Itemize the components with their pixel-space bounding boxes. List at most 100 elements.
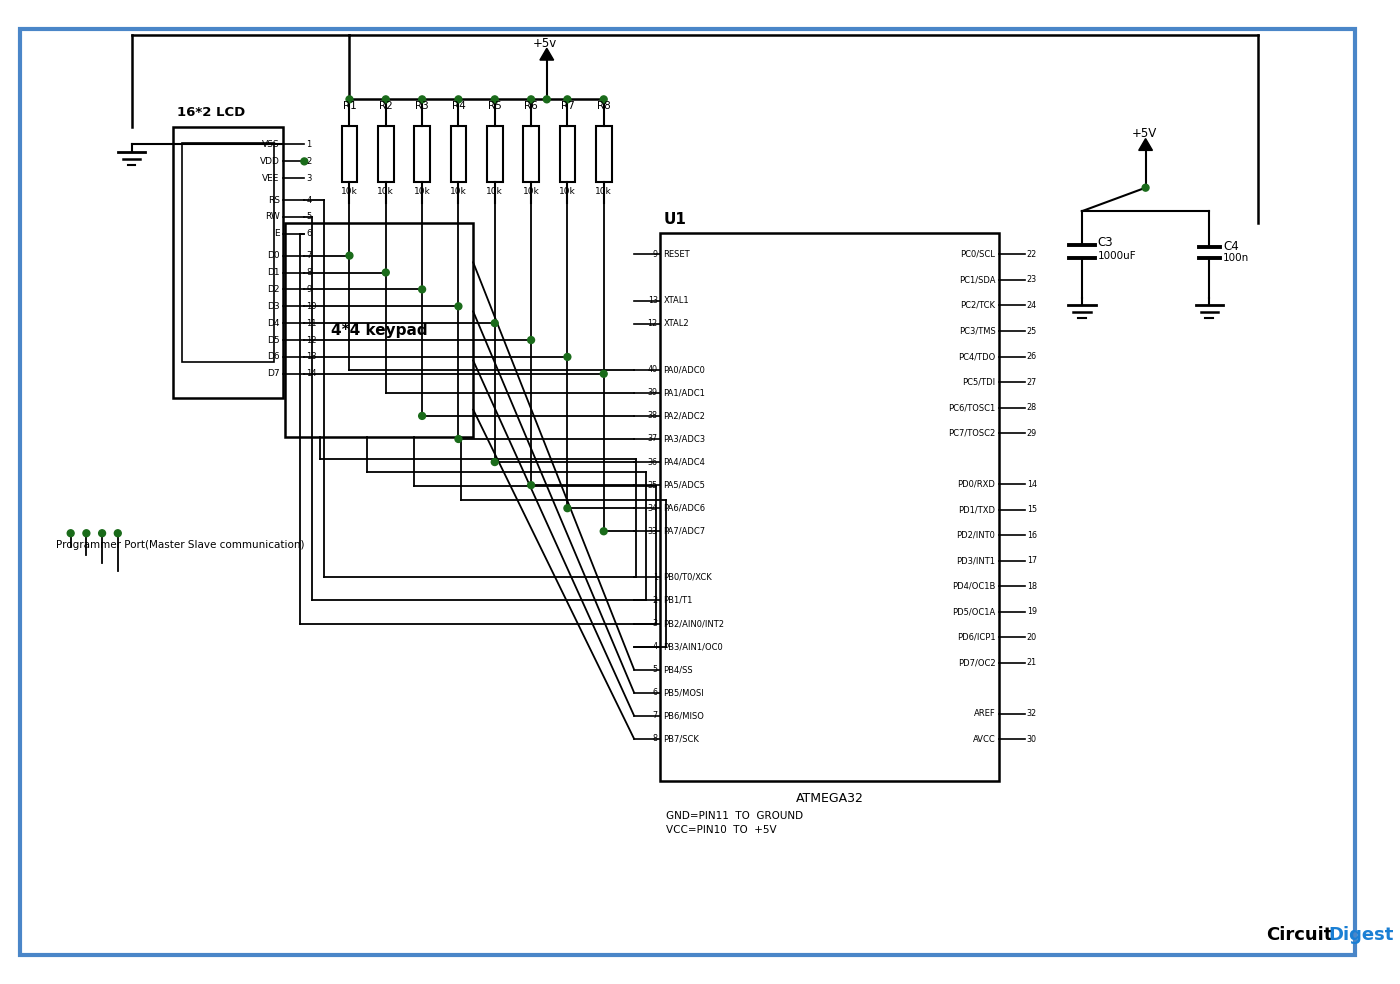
Circle shape: [528, 482, 535, 489]
Text: 10: 10: [307, 302, 316, 311]
Text: R3: R3: [416, 101, 428, 111]
Circle shape: [67, 529, 74, 536]
Circle shape: [382, 269, 389, 276]
Text: 5: 5: [307, 213, 312, 221]
Text: 9: 9: [652, 250, 658, 259]
Text: D6: D6: [267, 352, 280, 361]
Text: 1000uF: 1000uF: [1098, 251, 1137, 262]
Text: 37: 37: [648, 435, 658, 444]
Text: PB0/T0/XCK: PB0/T0/XCK: [664, 573, 713, 582]
Text: 39: 39: [648, 389, 658, 398]
Text: 21: 21: [1026, 658, 1037, 667]
Text: 10k: 10k: [486, 187, 503, 196]
Text: PB1/T1: PB1/T1: [664, 596, 693, 605]
Text: VSS: VSS: [262, 140, 280, 149]
Text: 1: 1: [652, 573, 658, 582]
Text: 10k: 10k: [522, 187, 539, 196]
Text: PC3/TMS: PC3/TMS: [959, 327, 995, 336]
Text: PD0/RXD: PD0/RXD: [958, 479, 995, 489]
Circle shape: [528, 95, 535, 102]
Text: 13: 13: [307, 352, 316, 361]
Polygon shape: [1138, 139, 1152, 151]
Circle shape: [601, 527, 608, 534]
Text: 20: 20: [1026, 633, 1037, 642]
Text: 33: 33: [648, 526, 658, 535]
Text: R4: R4: [452, 101, 465, 111]
Text: 26: 26: [1026, 352, 1037, 361]
Text: 10k: 10k: [559, 187, 575, 196]
Text: C4: C4: [1224, 240, 1239, 253]
Text: 32: 32: [1026, 709, 1037, 718]
Text: RW: RW: [265, 213, 280, 221]
Text: 34: 34: [648, 504, 658, 513]
Text: Circuit: Circuit: [1267, 926, 1333, 944]
Text: D1: D1: [267, 268, 280, 277]
Bar: [451, 126, 466, 182]
Text: D4: D4: [267, 319, 280, 328]
Text: R7: R7: [560, 101, 574, 111]
Polygon shape: [540, 48, 553, 60]
Text: 4: 4: [307, 196, 312, 205]
Text: 28: 28: [1026, 403, 1037, 412]
Bar: [487, 126, 503, 182]
Text: PC5/TDI: PC5/TDI: [962, 378, 995, 387]
Text: PC2/TCK: PC2/TCK: [960, 301, 995, 310]
Text: 2: 2: [652, 596, 658, 605]
Text: 24: 24: [1026, 301, 1037, 310]
Text: PC1/SDA: PC1/SDA: [959, 276, 995, 284]
Bar: [342, 126, 357, 182]
Text: 12: 12: [307, 336, 316, 344]
Text: 30: 30: [1026, 735, 1037, 744]
Bar: [378, 126, 393, 182]
Text: VCC=PIN10  TO  +5V: VCC=PIN10 TO +5V: [665, 825, 776, 834]
Text: 40: 40: [648, 365, 658, 374]
Bar: [172, 127, 283, 398]
Text: PA5/ADC5: PA5/ADC5: [664, 480, 706, 490]
Text: 4*4 keypad: 4*4 keypad: [330, 323, 427, 338]
Text: +5V: +5V: [1131, 127, 1156, 140]
Circle shape: [455, 303, 462, 310]
Text: R8: R8: [596, 101, 610, 111]
Bar: [596, 126, 612, 182]
Text: 7: 7: [307, 251, 312, 260]
Text: 10k: 10k: [449, 187, 466, 196]
Text: +5v: +5v: [533, 36, 557, 50]
Bar: [414, 126, 430, 182]
Text: 10k: 10k: [378, 187, 395, 196]
Circle shape: [346, 95, 353, 102]
Bar: [524, 126, 539, 182]
Text: PA4/ADC4: PA4/ADC4: [664, 458, 706, 466]
Circle shape: [491, 459, 498, 465]
Text: 10k: 10k: [342, 187, 358, 196]
Text: PB4/SS: PB4/SS: [664, 665, 693, 674]
Text: PC4/TDO: PC4/TDO: [958, 352, 995, 361]
Text: 10k: 10k: [414, 187, 430, 196]
Bar: [659, 233, 1000, 780]
Circle shape: [419, 412, 426, 419]
Text: E: E: [274, 229, 280, 238]
Text: R1: R1: [343, 101, 357, 111]
Text: R6: R6: [524, 101, 538, 111]
Text: PB6/MISO: PB6/MISO: [664, 711, 704, 720]
Text: RS: RS: [267, 196, 280, 205]
Text: PD5/OC1A: PD5/OC1A: [952, 607, 995, 616]
Text: PA3/ADC3: PA3/ADC3: [664, 435, 706, 444]
Circle shape: [564, 95, 571, 102]
Text: 14: 14: [307, 369, 316, 378]
Circle shape: [115, 529, 122, 536]
Text: 100n: 100n: [1224, 253, 1249, 264]
Text: 5: 5: [652, 665, 658, 674]
Circle shape: [455, 436, 462, 443]
Text: PD3/INT1: PD3/INT1: [956, 556, 995, 565]
Text: D5: D5: [267, 336, 280, 344]
Circle shape: [528, 337, 535, 343]
Text: 1: 1: [307, 140, 312, 149]
Text: D2: D2: [267, 285, 280, 294]
Text: PC0/SCL: PC0/SCL: [960, 250, 995, 259]
Text: PB5/MOSI: PB5/MOSI: [664, 688, 704, 698]
Circle shape: [98, 529, 105, 536]
Text: D3: D3: [267, 302, 280, 311]
Text: VDD: VDD: [260, 156, 280, 166]
Text: 36: 36: [648, 458, 658, 466]
Circle shape: [419, 95, 426, 102]
